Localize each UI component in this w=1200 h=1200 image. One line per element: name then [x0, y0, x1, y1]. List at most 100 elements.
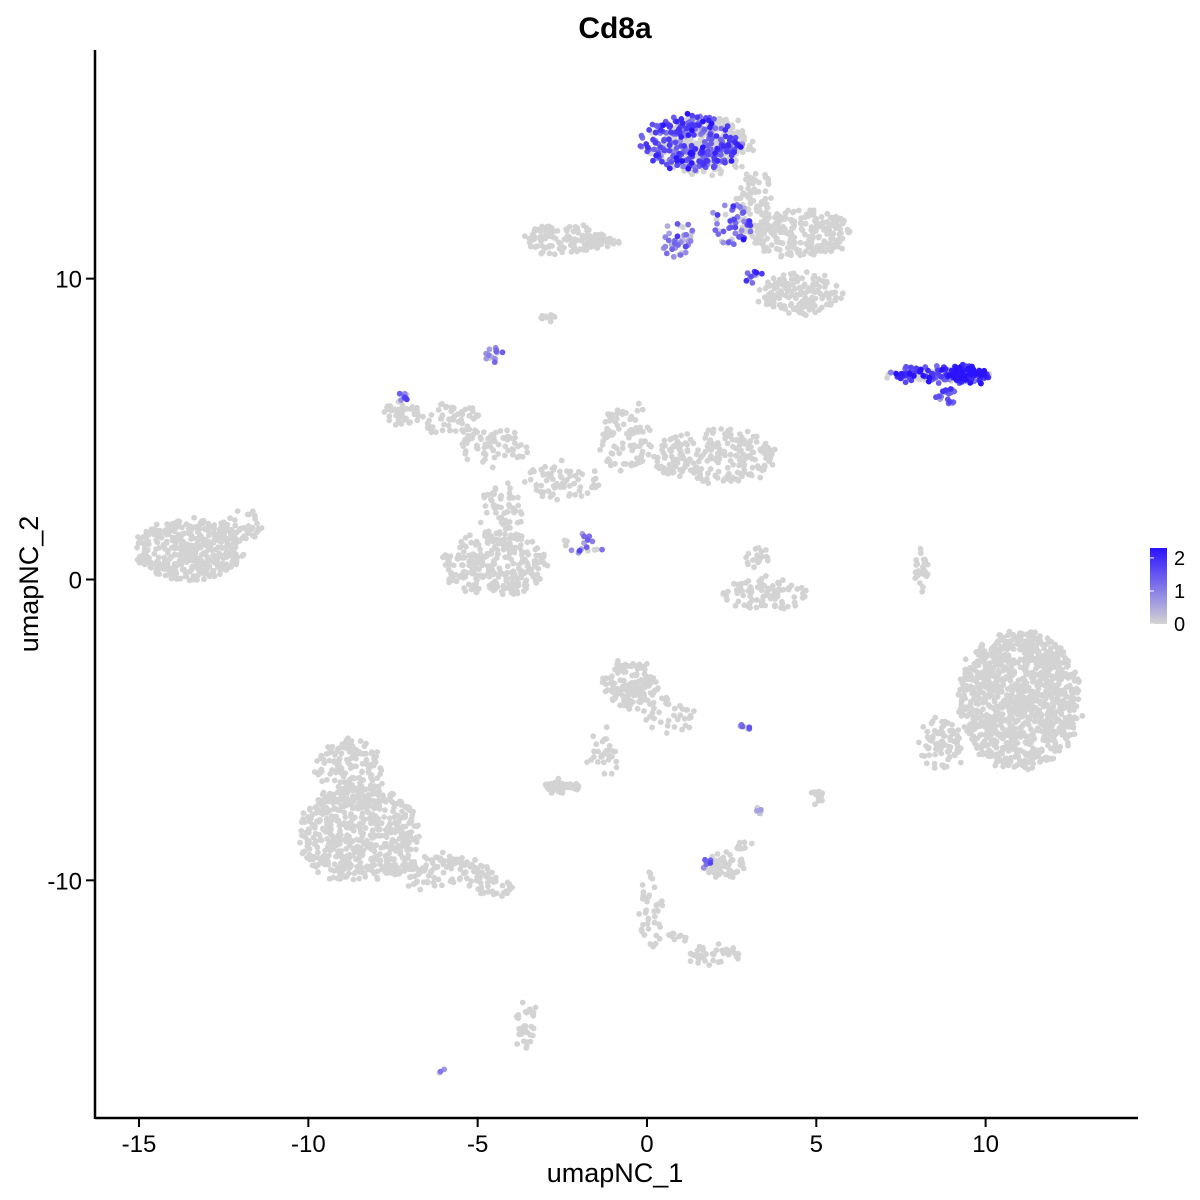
- cell-point: [300, 810, 307, 817]
- cell-point: [543, 314, 549, 321]
- cell-point: [488, 496, 494, 503]
- cell-point: [629, 672, 635, 679]
- cell-point: [829, 235, 836, 242]
- cell-point: [535, 565, 542, 572]
- cell-point: [700, 478, 706, 484]
- cell-point: [1024, 647, 1031, 654]
- chart-title: Cd8a: [578, 12, 652, 45]
- cell-point: [317, 836, 324, 843]
- cell-point: [645, 894, 651, 901]
- cell-point: [605, 756, 612, 763]
- cell-point: [656, 709, 662, 716]
- cell-point: [160, 543, 167, 549]
- cell-point: [506, 548, 513, 555]
- cell-point: [360, 830, 367, 837]
- cell-point: [169, 537, 176, 544]
- cell-point: [1029, 679, 1036, 685]
- cell-point: [502, 435, 509, 441]
- cell-point: [335, 850, 342, 856]
- cell-point: [739, 149, 746, 156]
- cell-point: [1022, 764, 1028, 771]
- cell-point: [702, 435, 709, 441]
- cell-point: [665, 701, 671, 708]
- cell-point: [378, 820, 385, 826]
- cell-point: [507, 524, 513, 531]
- cell-point: [571, 239, 578, 245]
- cell-point: [755, 298, 762, 305]
- cell-point: [686, 456, 693, 463]
- cell-point: [451, 856, 457, 863]
- cell-point: [1057, 704, 1064, 710]
- cell-point: [508, 589, 515, 596]
- cell-point: [497, 493, 504, 500]
- cell-point: [299, 850, 306, 857]
- cell-point: [211, 536, 218, 543]
- cell-point: [944, 720, 951, 727]
- cell-point: [550, 467, 557, 473]
- cell-point: [499, 882, 506, 889]
- cell-point: [789, 292, 796, 298]
- cell-point: [702, 958, 708, 964]
- cell-point: [967, 671, 973, 678]
- cell-point: [489, 561, 496, 567]
- cell-point: [607, 675, 614, 681]
- cell-point: [348, 813, 355, 820]
- cell-point: [524, 563, 531, 570]
- cell-point: [715, 120, 722, 127]
- cell-point: [668, 453, 675, 460]
- cell-point: [175, 523, 182, 529]
- cell-point: [193, 535, 200, 542]
- cell-point: [639, 895, 646, 902]
- cell-point: [314, 758, 320, 764]
- cell-point: [521, 1023, 528, 1029]
- cell-point: [1040, 737, 1046, 743]
- cell-point: [368, 820, 374, 827]
- cell-point: [321, 855, 328, 861]
- cell-point: [481, 444, 488, 451]
- cell-point: [1016, 757, 1023, 764]
- cell-point: [925, 745, 932, 751]
- cell-point: [1024, 750, 1030, 757]
- cell-point: [304, 854, 310, 861]
- cell-point: [407, 874, 413, 881]
- cell-point: [668, 435, 675, 442]
- cell-point: [319, 825, 326, 832]
- cell-point: [802, 248, 809, 255]
- cell-point: [1029, 764, 1035, 771]
- cell-point: [490, 502, 497, 508]
- cell-point: [647, 701, 653, 707]
- cell-point: [331, 777, 338, 784]
- cell-point: [766, 300, 773, 307]
- cell-point: [219, 530, 225, 537]
- cell-point: [997, 637, 1003, 644]
- cell-point: [372, 816, 379, 823]
- cell-point: [369, 827, 376, 834]
- cell-point: [523, 585, 529, 592]
- cell-point: [156, 545, 163, 551]
- cell-point: [207, 572, 214, 579]
- cell-point: [482, 872, 489, 879]
- cell-point: [376, 832, 383, 839]
- cell-point: [808, 250, 814, 257]
- cell-point: [812, 295, 819, 302]
- cell-point: [923, 760, 930, 767]
- cell-point: [350, 784, 356, 790]
- cell-point: [1023, 671, 1029, 678]
- cell-point: [363, 740, 369, 747]
- cell-point: [1014, 706, 1021, 712]
- cell-point: [382, 864, 388, 870]
- cell-point: [639, 406, 646, 413]
- cell-point: [733, 476, 740, 483]
- cell-point: [392, 829, 399, 835]
- cell-point: [713, 457, 720, 464]
- cell-point: [392, 421, 399, 428]
- cell-point: [978, 743, 985, 750]
- cell-point: [691, 708, 697, 714]
- cell-point: [470, 431, 477, 438]
- cell-point: [658, 695, 665, 702]
- cell-point: [815, 224, 822, 230]
- cell-point: [440, 857, 447, 864]
- cell-point: [639, 458, 646, 464]
- cell-point: [471, 566, 478, 573]
- cell-point: [380, 792, 386, 799]
